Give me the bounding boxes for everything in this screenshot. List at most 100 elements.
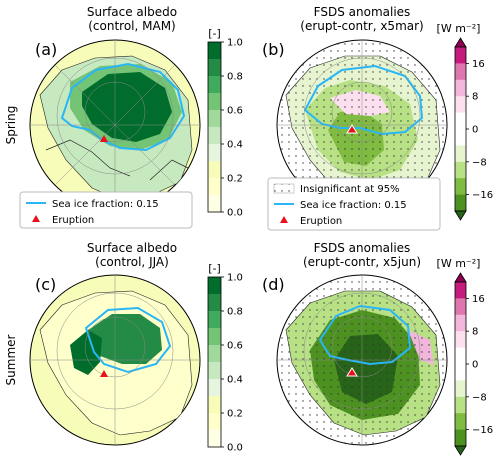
- colorbar-tick-label: 0.6: [227, 341, 243, 352]
- colorbar-tick-label: −8: [472, 157, 487, 168]
- colorbar-segment: [208, 178, 221, 196]
- colorbar-tick-label: 1.0: [227, 38, 243, 49]
- graticule: [30, 275, 200, 445]
- colorbar-tick-label: 16: [472, 59, 485, 70]
- colorbar-segment: [208, 59, 221, 77]
- colorbar-segment: [455, 145, 466, 163]
- colorbar-segment: [208, 413, 221, 431]
- panel-b-subtitle: (erupt-contr, x5mar): [300, 19, 423, 33]
- colorbar-tick-label: −8: [472, 392, 487, 403]
- colorbar-segment: [455, 364, 466, 381]
- colorbar-tick-label: 0.8: [227, 307, 243, 318]
- colorbar-tick-label: 0.6: [227, 106, 243, 117]
- eruption-marker: [346, 124, 358, 134]
- panel-b-title: FSDS anomalies: [314, 5, 411, 19]
- panel-c-letter: (c): [35, 275, 56, 294]
- colorbar-tick-label: 8: [472, 327, 478, 338]
- colorbar-unit: [-]: [208, 262, 221, 275]
- colorbar-segment: [208, 379, 221, 397]
- colorbar-fsds-summer: [W m⁻²] 16 8 0 −8 −16: [437, 257, 493, 456]
- colorbar-segment: [455, 79, 466, 97]
- legend-seaice-label: Sea ice fraction: 0.15: [52, 199, 159, 210]
- legend-eruption-label: Eruption: [300, 216, 342, 227]
- colorbar-segment: [455, 129, 466, 146]
- legend-eruption-icon: [32, 215, 40, 222]
- panel-a-subtitle: (control, MAM): [88, 19, 176, 33]
- sea-ice-region: [88, 314, 162, 364]
- panel-d-subtitle: (erupt-contr, x5jun): [303, 255, 421, 269]
- colorbar-tick-label: −16: [472, 190, 493, 201]
- greenland: [70, 330, 102, 375]
- colorbar-segment: [455, 282, 466, 299]
- colorbar-extend-max: [454, 272, 467, 283]
- sea-ice-edge: [318, 304, 412, 366]
- colorbar-segment: [208, 328, 221, 346]
- colorbar-extend-min: [454, 210, 467, 221]
- colorbar-unit: [W m⁻²]: [437, 22, 481, 35]
- colorbar-tick-label: −16: [472, 425, 493, 436]
- colorbar-tick-label: 0.4: [227, 375, 243, 386]
- graticule: [277, 275, 447, 445]
- colorbar-albedo-spring: [-] 1.0 0.8 0.6 0.4 0.2 0.0: [207, 27, 243, 219]
- colorbar-albedo-summer: [-] 1.0 0.8 0.6 0.4 0.2 0.0: [207, 262, 243, 454]
- colorbar-tick-label: 16: [472, 294, 485, 305]
- colorbar-segment: [208, 144, 221, 162]
- colorbar-segment: [455, 314, 466, 332]
- colorbar-segment: [455, 298, 466, 316]
- panel-b-map: (b): [262, 39, 448, 211]
- colorbar-segment: [208, 345, 221, 363]
- panel-a-letter: (a): [35, 40, 57, 59]
- colorbar-extend-min: [454, 445, 467, 456]
- colorbar-segment: [208, 161, 221, 179]
- colorbar-segment: [455, 413, 466, 430]
- eruption-marker: [100, 370, 108, 377]
- legend-eruption-icon: [280, 216, 288, 223]
- colorbar-extend-max: [454, 37, 467, 48]
- colorbar-segment: [208, 42, 221, 60]
- colorbar-segment: [455, 63, 466, 81]
- colorbar-segment: [455, 161, 466, 179]
- panel-c-title: Surface albedo: [87, 241, 177, 255]
- colorbar-segment: [455, 380, 466, 398]
- row-label-summer: Summer: [4, 334, 18, 385]
- colorbar-fsds-spring: [W m⁻²] 16 8 0 −8 −16: [437, 22, 493, 221]
- colorbar-tick-label: 1.0: [227, 273, 243, 284]
- colorbar-segment: [455, 96, 466, 113]
- colorbar-segment: [455, 347, 466, 365]
- colorbar-segment: [455, 429, 466, 447]
- panel-a-title: Surface albedo: [87, 5, 177, 19]
- colorbar-segment: [455, 178, 466, 195]
- row-label-spring: Spring: [4, 106, 18, 145]
- legend-insig-label: Insignificant at 95%: [300, 184, 400, 195]
- colorbar-segment: [455, 331, 466, 348]
- eruption-marker: [346, 367, 358, 377]
- colorbar-segment: [208, 294, 221, 312]
- legend-insig-icon: [273, 183, 295, 194]
- panel-d-letter: (d): [262, 275, 285, 294]
- colorbar-segment: [208, 430, 221, 448]
- colorbar-segment: [208, 93, 221, 111]
- colorbar-tick-label: 0.2: [227, 174, 243, 185]
- colorbar-segment: [455, 396, 466, 414]
- sea-ice-edge: [60, 62, 186, 152]
- panel-a-map: (a): [29, 39, 201, 211]
- eruption-marker: [100, 135, 108, 142]
- colorbar-segment: [208, 396, 221, 414]
- panel-a-legend: Sea ice fraction: 0.15 Eruption: [19, 191, 193, 229]
- colorbar-segment: [208, 127, 221, 145]
- legend-eruption-label: Eruption: [52, 215, 94, 226]
- colorbar-tick-label: 0: [472, 360, 478, 371]
- colorbar-segment: [208, 76, 221, 94]
- coastline: [45, 139, 189, 181]
- panel-c-map: (c): [29, 274, 201, 446]
- colorbar-tick-label: 0: [472, 125, 478, 136]
- colorbar-segment: [208, 277, 221, 295]
- colorbar-segment: [208, 110, 221, 128]
- colorbar-tick-label: 0.0: [227, 443, 243, 454]
- colorbar-segment: [208, 195, 221, 213]
- sea-ice-edge: [84, 306, 172, 374]
- panel-c-subtitle: (control, JJA): [95, 255, 169, 269]
- colorbar-unit: [W m⁻²]: [437, 257, 481, 270]
- colorbar-tick-label: 0.0: [227, 208, 243, 219]
